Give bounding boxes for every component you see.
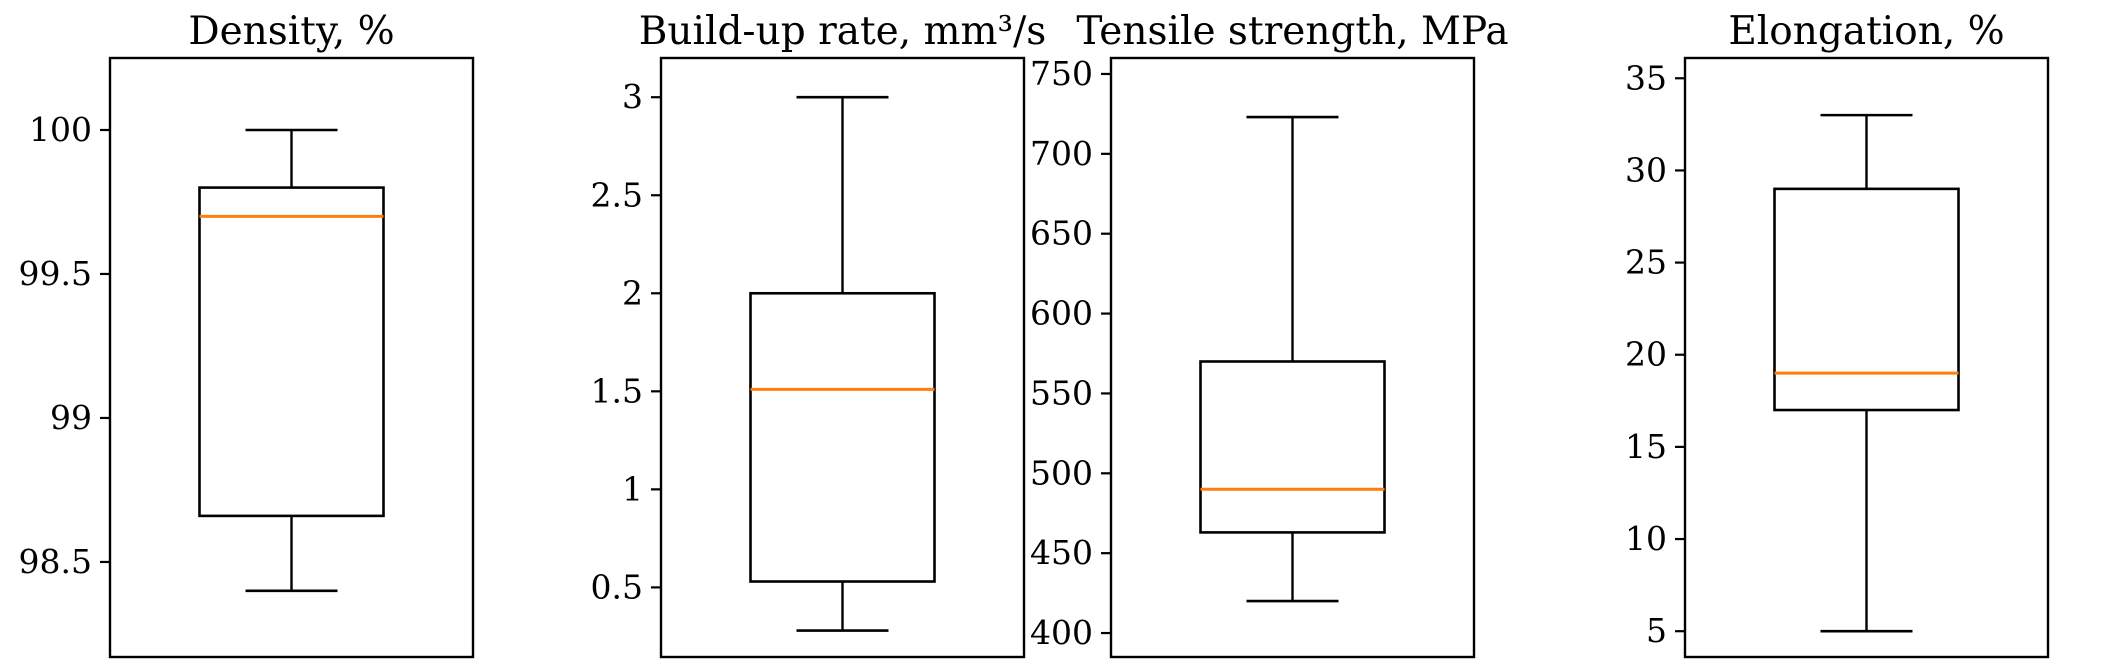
y-tick-label: 600 xyxy=(1030,294,1093,333)
y-tick-label: 1 xyxy=(622,469,643,508)
y-tick-label: 30 xyxy=(1625,150,1667,189)
y-tick-label: 450 xyxy=(1030,533,1093,572)
iqr-box xyxy=(198,186,385,518)
y-tick-label: 20 xyxy=(1625,335,1667,374)
y-tick-label: 3 xyxy=(622,77,643,116)
chart-title: Tensile strength, MPa xyxy=(1076,9,1508,54)
chart-panel-3: Tensile strength, MPa 400 450 500 550 600 650 7… xyxy=(1030,9,1509,659)
y-tick-label: 5 xyxy=(1646,611,1667,650)
y-tick-label: 99 xyxy=(50,398,92,437)
y-tick-label: 750 xyxy=(1030,54,1093,93)
chart-panel-2: Build-up rate, mm³/s 0.5 1 1.5 2 2.5 3 xyxy=(591,9,1047,659)
chart-title: Density, % xyxy=(188,9,394,54)
iqr-box xyxy=(1773,187,1960,412)
y-tick-label: 400 xyxy=(1030,613,1093,652)
y-tick-label: 10 xyxy=(1625,519,1667,558)
axes-frame xyxy=(1683,56,2050,659)
chart-title: Elongation, % xyxy=(1728,9,2004,54)
y-tick-label: 500 xyxy=(1030,453,1093,492)
y-tick-label: 15 xyxy=(1625,427,1667,466)
chart-panel-1: Density, % 98.5 99 99.5 100 xyxy=(19,9,475,659)
y-tick-label: 99.5 xyxy=(19,254,92,293)
y-tick-label: 25 xyxy=(1625,243,1667,282)
y-tick-label: 98.5 xyxy=(19,542,92,581)
axes-frame xyxy=(659,56,1026,659)
chart-title: Build-up rate, mm³/s xyxy=(639,9,1047,54)
y-tick-label: 550 xyxy=(1030,373,1093,412)
chart-panel-4: Elongation, % 5 10 15 20 25 30 35 xyxy=(1625,9,2050,659)
y-tick-label: 700 xyxy=(1030,134,1093,173)
iqr-box xyxy=(1199,360,1386,534)
y-tick-label: 100 xyxy=(29,110,92,149)
y-tick-label: 650 xyxy=(1030,214,1093,253)
y-tick-label: 2 xyxy=(622,273,643,312)
y-tick-label: 2.5 xyxy=(591,175,643,214)
y-tick-label: 1.5 xyxy=(591,371,643,410)
iqr-box xyxy=(749,291,936,583)
axes-frame xyxy=(108,56,475,659)
y-tick-label: 0.5 xyxy=(591,567,643,606)
axes-frame xyxy=(1109,56,1476,659)
y-tick-label: 35 xyxy=(1625,58,1667,97)
